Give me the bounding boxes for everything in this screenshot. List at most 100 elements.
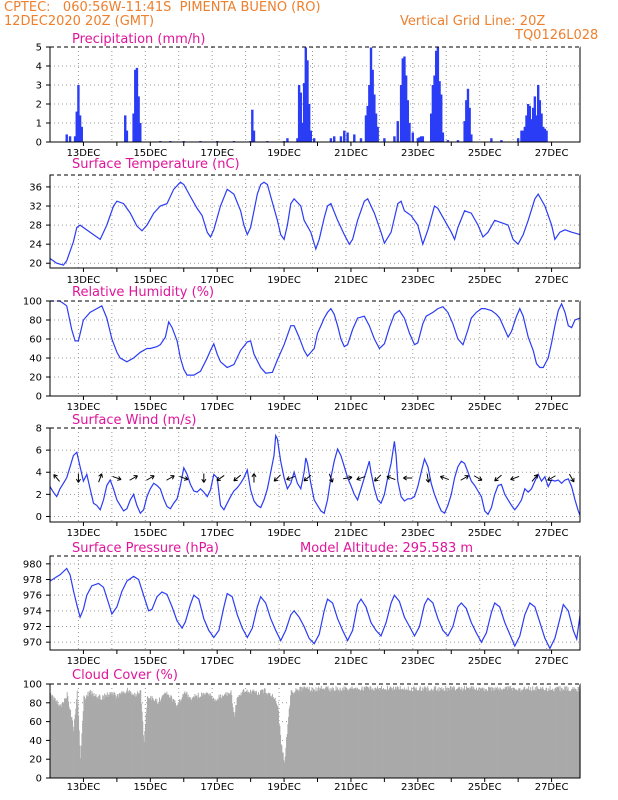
cloud-bar xyxy=(247,692,249,778)
wind-arrow xyxy=(129,475,138,481)
cloud-bar xyxy=(552,688,554,778)
panel-4-xtick-label: 15DEC xyxy=(133,528,167,539)
cloud-bar xyxy=(464,689,466,778)
precip-bar xyxy=(306,60,309,142)
panel-3-ytick-label: 80 xyxy=(29,316,42,327)
panel-5-xtick-label: 19DEC xyxy=(267,656,301,667)
cloud-bar xyxy=(230,690,232,778)
cloud-bar xyxy=(304,687,306,778)
wind-arrow xyxy=(233,474,242,482)
panel-1-xtick-label: 15DEC xyxy=(133,148,167,159)
panel-6-ytick-label: 20 xyxy=(29,755,42,766)
cloud-bar xyxy=(318,686,320,778)
cloud-bar xyxy=(418,689,420,778)
cloud-bar xyxy=(346,690,348,778)
cloud-bar xyxy=(60,707,62,778)
cloud-bar xyxy=(93,693,95,778)
cloud-bar xyxy=(66,692,68,778)
cloud-bar xyxy=(120,692,122,778)
cloud-bar xyxy=(467,687,469,778)
precip-bar xyxy=(418,137,421,142)
cloud-bar xyxy=(379,688,381,778)
cloud-bar xyxy=(268,692,269,778)
cloud-bar xyxy=(124,694,126,778)
cloud-bar xyxy=(266,693,268,778)
cloud-bar xyxy=(573,687,575,778)
cloud-bar xyxy=(255,692,257,778)
panel-2-xtick-label: 17DEC xyxy=(200,275,234,286)
cloud-bar xyxy=(110,692,112,778)
cloud-bar xyxy=(249,689,251,778)
precip-bar xyxy=(376,126,379,142)
cloud-bar xyxy=(521,689,523,778)
cloud-bar xyxy=(86,695,88,778)
cloud-bar xyxy=(199,696,201,778)
precip-bar xyxy=(446,140,450,142)
panel-4-xtick-label: 21DEC xyxy=(334,528,368,539)
cloud-bar xyxy=(498,688,500,778)
cloud-bar xyxy=(75,708,77,778)
panel-6-ytick-label: 100 xyxy=(23,680,42,691)
panel-1-title: Precipitation (mm/h) xyxy=(72,32,205,47)
cloud-bar xyxy=(493,687,495,778)
cloud-bar xyxy=(250,693,252,778)
cloud-bar xyxy=(113,692,115,778)
cloud-bar xyxy=(495,689,497,778)
cloud-bar xyxy=(199,697,201,778)
cloud-bar xyxy=(278,723,280,778)
cloud-bar xyxy=(204,693,206,778)
cloud-bar xyxy=(369,689,370,778)
cloud-bar xyxy=(478,687,480,778)
cloud-bar xyxy=(420,690,422,778)
cloud-bar xyxy=(459,687,461,778)
cloud-bar xyxy=(181,699,183,778)
cloud-bar xyxy=(274,699,276,778)
cloud-bar xyxy=(344,689,346,778)
cloud-bar xyxy=(518,688,520,778)
precip-bar xyxy=(433,75,436,142)
cloud-bar xyxy=(167,694,169,778)
cloud-bar xyxy=(296,690,298,778)
panel-4-title: Surface Wind (m/s) xyxy=(72,413,196,428)
panel-1-ytick-label: 4 xyxy=(36,62,42,73)
precip-bar xyxy=(399,85,403,142)
precip-bar xyxy=(500,140,503,142)
cloud-bar xyxy=(129,692,131,778)
cloud-bar xyxy=(501,689,503,778)
cloud-bar xyxy=(200,696,202,778)
cloud-bar xyxy=(207,692,209,778)
cloud-bar xyxy=(86,696,88,778)
cloud-bar xyxy=(316,690,318,778)
cloud-bar xyxy=(282,752,284,778)
panel-3-xtick-label: 17DEC xyxy=(200,402,234,413)
cloud-bar xyxy=(138,693,140,778)
cloud-bar xyxy=(339,687,341,778)
precip-bar xyxy=(403,56,406,142)
cloud-bar xyxy=(488,686,490,778)
cloud-bar xyxy=(433,689,435,778)
precip-bar xyxy=(429,113,433,142)
cloud-bar xyxy=(571,689,573,778)
cloud-bar xyxy=(147,697,149,778)
panel-2-xtick-label: 25DEC xyxy=(468,275,502,286)
cloud-bar xyxy=(187,694,189,778)
panel-1-ytick-label: 0 xyxy=(36,138,42,149)
cloud-bar xyxy=(276,705,278,778)
cloud-bar xyxy=(465,689,467,778)
wind-arrow xyxy=(374,474,382,482)
cloud-bar xyxy=(279,725,281,778)
cloud-bar xyxy=(439,691,441,778)
cloud-bar xyxy=(508,686,510,778)
panel-3-ytick-label: 40 xyxy=(29,354,42,365)
cloud-bar xyxy=(141,711,143,778)
cloud-bar xyxy=(300,686,302,778)
cloud-bar xyxy=(556,686,558,778)
cloud-bar xyxy=(119,693,121,778)
cloud-bar xyxy=(486,690,488,778)
cloud-bar xyxy=(233,711,235,778)
panel-6-ytick-label: 80 xyxy=(29,698,42,709)
cloud-bar xyxy=(83,695,85,778)
cloud-bar xyxy=(216,700,218,778)
cloud-bar xyxy=(382,689,384,778)
cloud-bar xyxy=(90,689,92,778)
